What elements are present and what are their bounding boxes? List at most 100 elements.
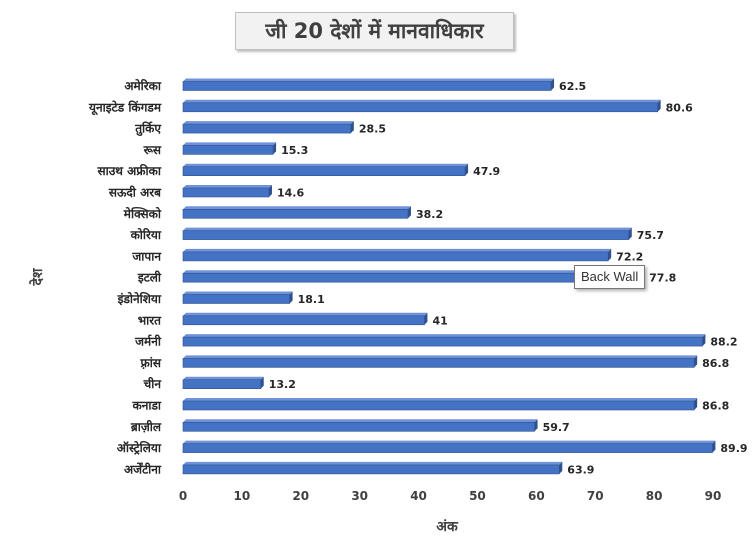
category-label: सऊदी अरब <box>108 186 162 200</box>
bars-layer <box>182 78 716 475</box>
category-label: ब्राज़ील <box>130 420 162 434</box>
x-tick-label: 70 <box>587 489 604 503</box>
bar-front-face <box>182 81 552 91</box>
bar-top-face <box>183 270 645 274</box>
data-label: 14.6 <box>277 187 304 200</box>
bar-end-face <box>551 78 555 91</box>
bar-end-face <box>712 440 716 453</box>
labels-layer: 62.5 80.6 28.5 15.3 47.9 14.6 38.2 75.7 72.2 77.8… <box>269 80 748 476</box>
bar <box>182 99 661 113</box>
category-label: इंडोनेशिया <box>117 292 162 306</box>
x-tick-label: 90 <box>705 489 722 503</box>
bar-end-face <box>694 398 698 410</box>
bar <box>182 398 698 411</box>
bar-front-face <box>182 187 270 198</box>
bar-top-face <box>183 248 612 252</box>
bar-front-face <box>182 166 466 176</box>
data-label: 18.1 <box>298 293 325 306</box>
category-label: मेक्सिको <box>123 207 162 221</box>
bar-top-face <box>183 142 277 146</box>
bar-top-face <box>183 355 698 359</box>
bar-top-face <box>183 419 538 423</box>
bar-end-face <box>694 355 698 368</box>
bar-top-face <box>183 99 661 103</box>
bar <box>182 163 469 176</box>
bar-front-face <box>182 400 695 411</box>
x-tick-label: 80 <box>646 489 663 503</box>
bar-top-face <box>183 440 716 444</box>
x-tick-label: 20 <box>292 489 309 503</box>
bar-top-face <box>183 398 698 401</box>
bar-top-face <box>183 376 264 380</box>
bar-end-face <box>657 99 661 112</box>
category-label: यूनाइटेड किंगडम <box>88 99 162 115</box>
category-label: फ़्रांस <box>140 356 162 370</box>
bar-front-face <box>182 379 262 390</box>
bar-end-face <box>350 121 354 134</box>
bar-end-face <box>268 185 272 197</box>
data-label: 63.9 <box>567 463 594 476</box>
bar-front-face <box>182 209 409 219</box>
bar-front-face <box>182 464 560 475</box>
bar-front-face <box>182 230 630 240</box>
bar-front-face <box>182 294 290 304</box>
bar <box>182 206 411 219</box>
category-label: रूस <box>143 143 162 157</box>
category-label: ऑस्ट्रेलिया <box>117 441 162 455</box>
bar <box>182 291 293 304</box>
data-label: 41 <box>432 314 447 327</box>
bar <box>182 185 272 198</box>
category-label: भारत <box>138 313 162 327</box>
category-label: जर्मनी <box>134 335 162 349</box>
bar-top-face <box>183 78 555 82</box>
bar-end-face <box>260 376 264 389</box>
data-label: 89.9 <box>720 442 747 455</box>
bar-end-face <box>608 248 612 261</box>
x-tick-label: 0 <box>179 489 187 503</box>
bar-end-face <box>702 334 706 347</box>
data-label: 86.8 <box>702 357 729 370</box>
category-label: इटली <box>137 271 162 285</box>
bar-end-face <box>465 163 469 176</box>
bar-front-face <box>182 102 658 113</box>
bar-top-face <box>183 227 632 231</box>
bar-front-face <box>182 251 609 262</box>
bar <box>182 121 354 134</box>
bar-top-face <box>183 334 706 338</box>
category-label: अमेरिका <box>124 79 162 93</box>
data-label: 28.5 <box>359 123 386 136</box>
data-label: 38.2 <box>416 208 443 221</box>
data-label: 47.9 <box>473 165 500 178</box>
category-label: चीन <box>143 377 163 391</box>
data-label: 88.2 <box>710 336 737 349</box>
bar-end-face <box>559 461 563 474</box>
bar-top-face <box>183 121 354 125</box>
bar-end-face <box>407 206 411 219</box>
bar <box>182 142 277 155</box>
bar <box>182 312 428 326</box>
category-label: कनाडा <box>131 399 161 413</box>
bar-end-face <box>424 312 428 325</box>
bar <box>182 248 612 262</box>
category-label: जापान <box>131 249 162 263</box>
x-axis-title: अंक <box>436 519 459 535</box>
data-label: 72.2 <box>616 250 643 263</box>
bar-end-face <box>534 419 538 432</box>
bar-front-face <box>182 358 695 368</box>
data-label: 15.3 <box>281 144 308 157</box>
data-label: 77.8 <box>649 272 676 285</box>
bar-front-face <box>182 443 713 453</box>
bar-front-face <box>182 145 274 155</box>
bar-top-face <box>183 291 293 295</box>
data-label: 59.7 <box>543 421 570 434</box>
bar-end-face <box>289 291 293 304</box>
bar-front-face <box>182 272 642 283</box>
data-label: 75.7 <box>637 229 664 242</box>
bar-end-face <box>628 227 632 240</box>
x-tick-label: 30 <box>351 489 368 503</box>
bar <box>182 334 706 347</box>
x-tick-label: 50 <box>469 489 486 503</box>
data-label: 80.6 <box>666 101 693 114</box>
bar <box>182 440 716 453</box>
